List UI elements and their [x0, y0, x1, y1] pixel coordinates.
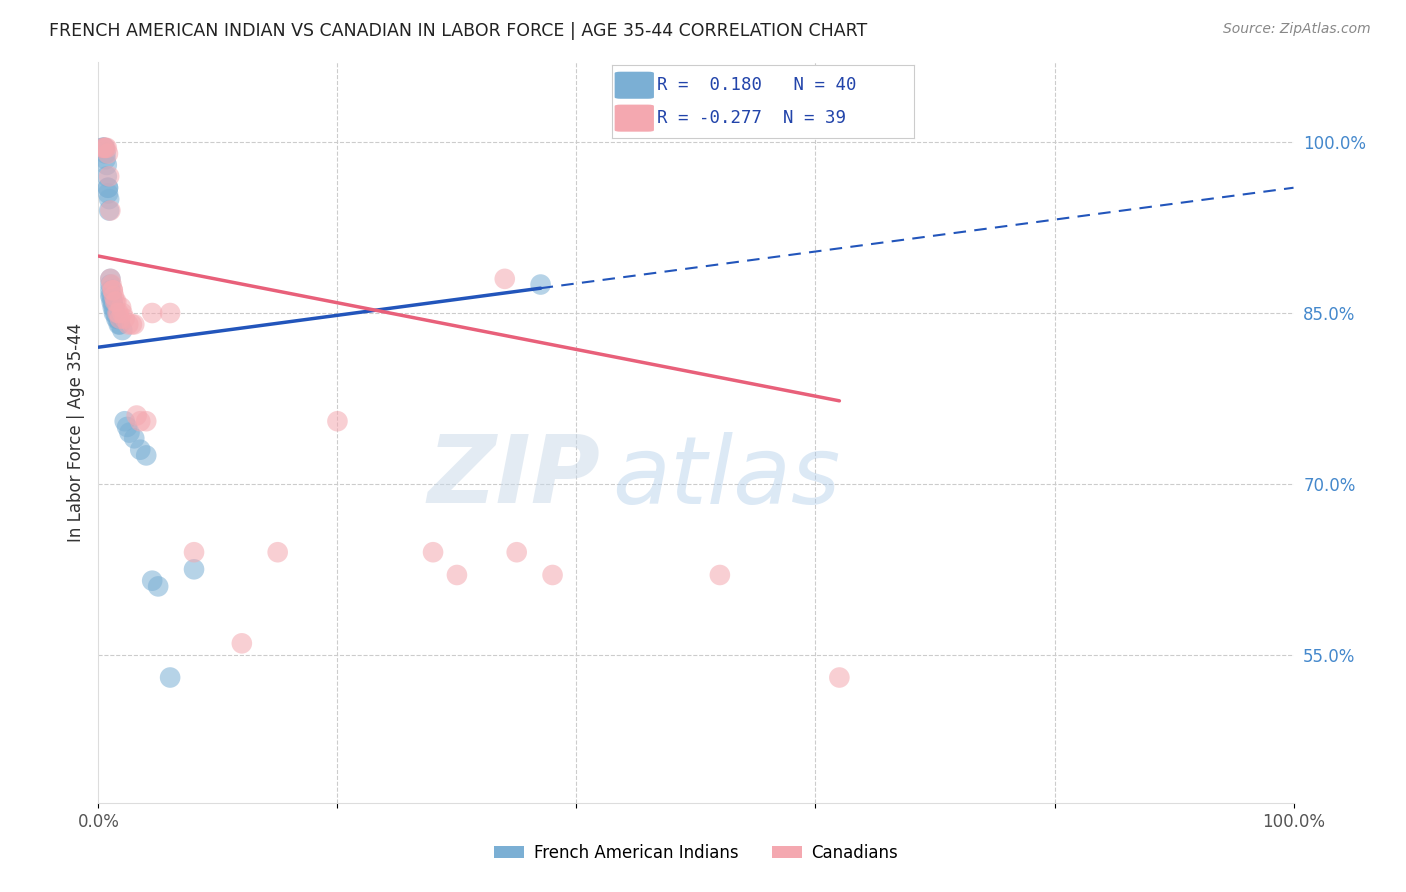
Text: Source: ZipAtlas.com: Source: ZipAtlas.com — [1223, 22, 1371, 37]
Text: ZIP: ZIP — [427, 431, 600, 523]
Point — [107, 306, 129, 320]
Point — [108, 311, 131, 326]
Point — [446, 568, 468, 582]
Point — [91, 141, 114, 155]
Point — [96, 158, 118, 172]
Point — [541, 568, 564, 582]
Point — [100, 277, 122, 292]
Point — [101, 283, 124, 297]
Point — [111, 323, 134, 337]
Point — [94, 153, 117, 167]
Point — [103, 301, 125, 315]
Point — [93, 141, 115, 155]
Point — [98, 272, 122, 286]
Point — [506, 545, 529, 559]
Point — [94, 146, 117, 161]
Point — [159, 671, 181, 685]
Point — [108, 318, 131, 332]
Point — [105, 294, 128, 309]
Point — [422, 545, 444, 559]
Point — [114, 311, 136, 326]
Y-axis label: In Labor Force | Age 35-44: In Labor Force | Age 35-44 — [66, 323, 84, 542]
Point — [530, 277, 553, 292]
Point — [104, 294, 127, 309]
Text: atlas: atlas — [613, 432, 841, 523]
Point — [107, 318, 129, 332]
Point — [98, 169, 121, 184]
Point — [267, 545, 290, 559]
Point — [101, 294, 124, 309]
Text: R =  0.180   N = 40: R = 0.180 N = 40 — [657, 76, 856, 94]
Point — [100, 289, 122, 303]
Point — [114, 414, 136, 428]
Point — [121, 318, 143, 332]
Point — [101, 283, 124, 297]
Point — [104, 306, 127, 320]
Point — [107, 306, 129, 320]
Point — [98, 289, 122, 303]
Point — [98, 203, 121, 218]
Point — [709, 568, 731, 582]
Point — [91, 141, 114, 155]
Point — [94, 141, 117, 155]
Point — [97, 180, 120, 194]
Point — [494, 272, 516, 286]
Point — [93, 141, 115, 155]
Point — [141, 574, 163, 588]
Point — [117, 318, 139, 332]
FancyBboxPatch shape — [614, 104, 654, 132]
Point — [103, 306, 125, 320]
Point — [129, 442, 152, 457]
Point — [135, 414, 157, 428]
Point — [103, 289, 125, 303]
Point — [111, 306, 134, 320]
Point — [125, 409, 148, 423]
Point — [118, 425, 141, 440]
Point — [231, 636, 253, 650]
FancyBboxPatch shape — [614, 71, 654, 99]
Point — [98, 272, 122, 286]
Point — [100, 294, 122, 309]
Point — [101, 301, 124, 315]
Point — [148, 579, 170, 593]
Point — [93, 141, 115, 155]
Point — [98, 277, 122, 292]
Point — [124, 318, 146, 332]
Point — [97, 180, 120, 194]
Point — [115, 420, 138, 434]
Point — [159, 306, 181, 320]
Point — [91, 141, 114, 155]
Point — [124, 431, 146, 445]
Text: R = -0.277  N = 39: R = -0.277 N = 39 — [657, 109, 846, 127]
Point — [96, 141, 118, 155]
Text: FRENCH AMERICAN INDIAN VS CANADIAN IN LABOR FORCE | AGE 35-44 CORRELATION CHART: FRENCH AMERICAN INDIAN VS CANADIAN IN LA… — [49, 22, 868, 40]
Point — [97, 186, 120, 201]
Point — [110, 301, 132, 315]
Point — [828, 671, 851, 685]
Point — [105, 311, 128, 326]
Point — [141, 306, 163, 320]
Point — [98, 203, 122, 218]
Point — [326, 414, 349, 428]
Point — [98, 192, 121, 206]
Point — [96, 169, 118, 184]
Legend: French American Indians, Canadians: French American Indians, Canadians — [486, 838, 905, 869]
Point — [135, 449, 157, 463]
Point — [107, 311, 129, 326]
Point — [129, 414, 152, 428]
Point — [183, 562, 205, 576]
Point — [97, 146, 120, 161]
Point — [98, 283, 122, 297]
Point — [183, 545, 205, 559]
